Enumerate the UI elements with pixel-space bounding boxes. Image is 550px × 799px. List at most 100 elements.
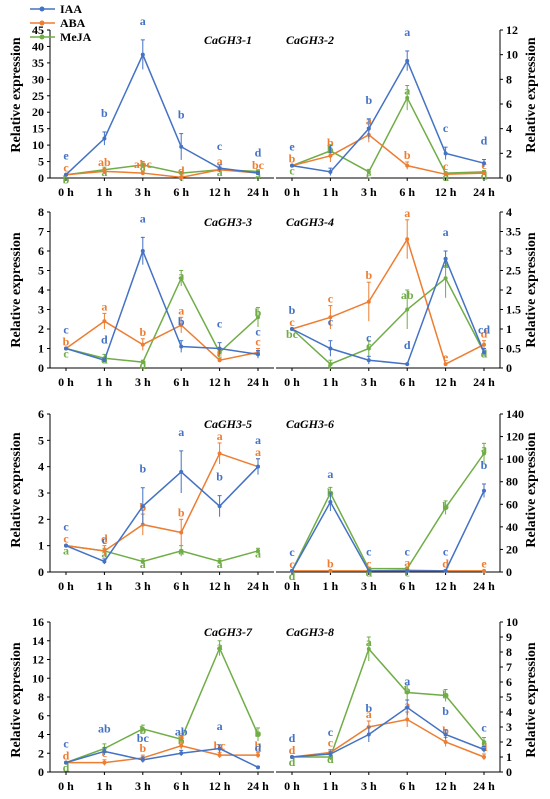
y-tick-label: 9 [506, 630, 512, 644]
data-point [290, 163, 294, 168]
data-point [328, 315, 333, 320]
significance-label: bc [137, 731, 150, 745]
series-line [291, 59, 485, 173]
data-point [102, 559, 107, 564]
significance-label: d [481, 134, 488, 148]
y-tick-label: 60 [506, 497, 518, 511]
significance-label: c [102, 533, 108, 547]
data-point [140, 171, 145, 176]
data-point [290, 568, 294, 573]
legend: IAA ABA MeJA [30, 2, 92, 44]
x-tick-label: 1 h [323, 375, 339, 389]
x-tick-label: 24 h [473, 579, 495, 593]
data-point [256, 765, 260, 770]
x-tick-label: 0 h [284, 185, 300, 199]
data-point [443, 276, 448, 281]
y-tick-label: 8 [506, 645, 512, 659]
data-point [179, 175, 184, 180]
y-tick-label: 40 [32, 39, 44, 53]
series-line [291, 706, 485, 758]
data-point [140, 504, 145, 509]
y-tick-label: 1 [38, 342, 44, 356]
x-tick-label: 12 h [209, 375, 231, 389]
significance-label: abc [134, 157, 153, 171]
significance-label: c [63, 323, 69, 337]
series-line [65, 466, 259, 563]
series-line [65, 169, 259, 179]
significance-label: c [63, 532, 69, 546]
legend-meja-label: MeJA [60, 30, 92, 44]
data-point [290, 755, 294, 759]
data-point [140, 360, 145, 365]
significance-label: b [327, 485, 334, 499]
data-point [102, 169, 107, 174]
data-point [443, 740, 448, 744]
significance-label: b [327, 136, 334, 150]
data-point [179, 323, 184, 328]
series-iaa: c c b a b a [63, 425, 261, 565]
significance-label: b [255, 738, 262, 752]
data-point [366, 299, 371, 304]
y-tick-label: 10 [32, 138, 44, 152]
significance-label: b [442, 704, 449, 718]
y-tick-label: 8 [38, 205, 44, 219]
significance-label: b [139, 325, 146, 339]
significance-label: a [178, 728, 184, 742]
data-point [256, 315, 260, 320]
y-tick-label: 4 [506, 205, 512, 219]
series-meja: dbdcba [289, 441, 487, 583]
panel-4: 0 0.5 1 1.5 2 2.5 3 3.5 4 0 h 1 h 3 h 6 h 12 h 24 h CaG… [276, 205, 521, 389]
x-tick-label: 0 h [58, 375, 74, 389]
data-point [405, 690, 410, 695]
data-point [179, 737, 184, 742]
significance-label: a [366, 635, 372, 649]
y-tick-label: 0 [506, 361, 512, 375]
x-tick-label: 1 h [323, 579, 339, 593]
legend-aba-marker [39, 20, 45, 26]
series-line [291, 256, 485, 365]
x-tick-label: 3 h [361, 185, 377, 199]
significance-label: d [255, 740, 262, 754]
significance-label: b [289, 152, 296, 166]
significance-label: a [404, 25, 410, 39]
series-meja: d dab bc [289, 635, 488, 769]
significance-label: d [289, 569, 296, 583]
significance-label: b [178, 505, 185, 519]
data-point [328, 752, 333, 756]
data-point [140, 757, 145, 762]
significance-label: d [442, 556, 449, 570]
x-tick-label: 24 h [247, 579, 269, 593]
data-point [256, 171, 260, 176]
x-tick-label: 3 h [135, 779, 151, 793]
significance-label: c [366, 544, 372, 558]
panel-title: CaGH3-2 [286, 33, 334, 47]
y-axis-title-row-4: Relative expression [9, 642, 24, 757]
significance-label: b [289, 303, 296, 317]
series-aba: cdbbaa [63, 429, 261, 557]
y-tick-label: 2 [506, 283, 512, 297]
data-point [482, 171, 486, 176]
series-line [65, 52, 259, 176]
y-axis-title-row-2: Relative expression [9, 232, 24, 347]
data-point [290, 327, 294, 331]
significance-label: d [63, 749, 70, 763]
series-line [65, 276, 259, 363]
x-tick-label: 0 h [58, 185, 74, 199]
significance-label: a [255, 433, 261, 447]
significance-label: a [140, 14, 146, 28]
data-point [179, 751, 184, 756]
data-point [405, 568, 410, 573]
significance-label: c [328, 292, 334, 306]
significance-label: b [139, 462, 146, 476]
significance-label: a [178, 544, 184, 558]
y-tick-label: 3 [38, 303, 44, 317]
significance-label: c [63, 347, 69, 361]
data-point [366, 732, 371, 737]
x-tick-label: 24 h [473, 375, 495, 389]
x-tick-label: 24 h [247, 779, 269, 793]
significance-label: b [481, 458, 488, 472]
